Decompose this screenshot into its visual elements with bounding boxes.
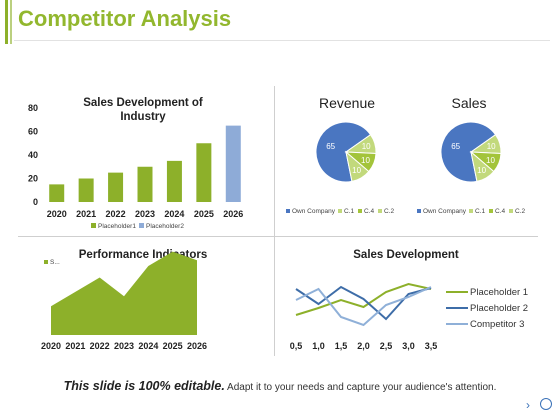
pie-slice-label: 10 xyxy=(362,142,371,151)
y-tick-label: 80 xyxy=(28,103,38,113)
x-tick-label: 2026 xyxy=(223,209,243,219)
legend-label: C.1 xyxy=(475,208,486,215)
legend-swatch xyxy=(139,223,144,228)
footer-bold-text: This slide is 100% editable. xyxy=(63,379,225,393)
x-tick-label: 1,0 xyxy=(312,341,325,351)
x-tick-label: 2020 xyxy=(47,209,67,219)
x-tick-label: 2,5 xyxy=(380,341,393,351)
x-tick-label: 1,5 xyxy=(335,341,348,351)
bar-chart-title-line2: Industry xyxy=(120,111,166,123)
pie-slice xyxy=(440,121,497,183)
quadrant-divider-horizontal xyxy=(18,236,538,237)
legend-label: C.4 xyxy=(364,208,375,215)
x-tick-label: 2021 xyxy=(76,209,96,219)
legend-label: C.1 xyxy=(344,208,355,215)
legend-label: C.2 xyxy=(515,208,526,215)
bar xyxy=(137,166,153,202)
line-series xyxy=(295,282,432,316)
legend-swatch xyxy=(417,209,421,213)
x-tick-label: 3,0 xyxy=(402,341,415,351)
legend-swatch xyxy=(286,209,290,213)
legend-swatch xyxy=(378,209,382,213)
legend-swatch xyxy=(338,209,342,213)
bar-chart-title: Sales Development of xyxy=(83,97,203,109)
legend-label: Placeholder 1 xyxy=(470,287,528,298)
line-series xyxy=(295,286,432,327)
quadrant-divider-vertical xyxy=(274,86,275,356)
pie-slice-label: 65 xyxy=(451,142,460,151)
x-tick-label: 2024 xyxy=(138,341,158,351)
x-tick-label: 0,5 xyxy=(290,341,303,351)
x-tick-label: 2025 xyxy=(163,341,183,351)
legend-label: Own Company xyxy=(423,208,467,215)
next-slide-icon[interactable]: › xyxy=(526,398,530,412)
y-tick-label: 40 xyxy=(28,150,38,160)
bar xyxy=(166,160,182,202)
bar xyxy=(108,172,124,202)
footer-text: Adapt it to your needs and capture your … xyxy=(227,382,497,393)
pie-slice xyxy=(345,150,370,182)
slide-indicator-icon[interactable] xyxy=(540,398,552,410)
legend-label: Placeholder1 xyxy=(98,223,136,230)
legend-swatch xyxy=(489,209,493,213)
pie-slice-label: 10 xyxy=(487,142,496,151)
line-series xyxy=(295,285,432,321)
bar xyxy=(225,125,241,202)
bar xyxy=(49,184,65,202)
x-tick-label: 2021 xyxy=(65,341,85,351)
sales-development-industry-chart: Sales Development of Industry 0 20 40 60 80 202… xyxy=(28,97,243,230)
legend-label: C.2 xyxy=(384,208,395,215)
pie-slice-label: 65 xyxy=(326,142,335,151)
page-title: Competitor Analysis xyxy=(18,6,232,31)
legend-swatch xyxy=(44,260,48,264)
x-tick-label: 2023 xyxy=(135,209,155,219)
x-tick-label: 2023 xyxy=(114,341,134,351)
title-divider xyxy=(14,40,550,41)
x-tick-label: 2025 xyxy=(194,209,214,219)
footer-note: This slide is 100% editable. Adapt it to… xyxy=(0,379,560,393)
bar xyxy=(78,178,94,202)
bar xyxy=(196,143,212,202)
legend-label: Placeholder 2 xyxy=(470,303,528,314)
title-accent-bar-thin xyxy=(10,0,12,44)
legend-label: Placeholder2 xyxy=(146,223,184,230)
pie-slice-label: 10 xyxy=(361,156,370,165)
legend-label: S... xyxy=(50,259,60,266)
pie-slice xyxy=(315,121,372,183)
legend-swatch xyxy=(91,223,96,228)
x-tick-label: 2,0 xyxy=(357,341,370,351)
line-chart-title: Sales Development xyxy=(353,249,459,261)
sales-development-line-chart: Sales Development Placeholder 1 Placeholde… xyxy=(290,249,528,351)
title-accent-bar xyxy=(5,0,8,44)
legend-label: Competitor 3 xyxy=(470,319,524,330)
x-tick-label: 2020 xyxy=(41,341,61,351)
legend-label: C.4 xyxy=(495,208,506,215)
pie-slice-label: 10 xyxy=(486,156,495,165)
area-series xyxy=(51,251,197,335)
x-tick-label: 2026 xyxy=(187,341,207,351)
legend-swatch xyxy=(509,209,513,213)
pie-chart-title: Sales xyxy=(451,95,486,111)
y-tick-label: 0 xyxy=(33,197,38,207)
x-tick-label: 2024 xyxy=(164,209,184,219)
x-tick-label: 3,5 xyxy=(425,341,438,351)
pie-slice xyxy=(470,150,495,182)
y-tick-label: 20 xyxy=(28,174,38,184)
x-tick-label: 2022 xyxy=(90,341,110,351)
pie-slice-label: 10 xyxy=(352,166,361,175)
legend-swatch xyxy=(469,209,473,213)
legend-label: Own Company xyxy=(292,208,336,215)
pie-chart-title: Revenue xyxy=(319,95,375,111)
y-tick-label: 60 xyxy=(28,127,38,137)
legend-swatch xyxy=(358,209,362,213)
pie-slice-label: 10 xyxy=(477,166,486,175)
x-tick-label: 2022 xyxy=(106,209,126,219)
